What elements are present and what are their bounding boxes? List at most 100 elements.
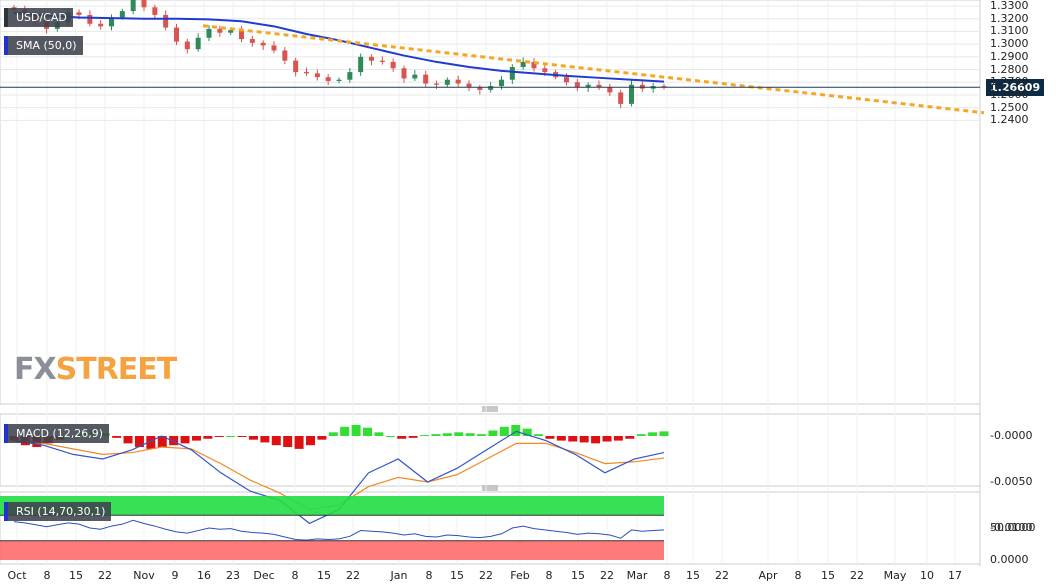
candle-body [109,17,114,27]
rsi-indicator-label[interactable]: RSI (14,70,30,1) [4,502,112,521]
candle-body [174,27,179,42]
x-tick-label: 9 [171,569,179,582]
macd-histogram-bar [602,436,612,442]
candle-body [76,12,82,15]
x-tick-label: 8 [291,569,299,582]
candle-body [499,79,504,87]
macd-histogram-bar [397,436,407,439]
price-y-tick: 1.2700 [990,75,1029,89]
candle-body [423,74,429,84]
pane-0 [0,0,981,405]
x-tick-label: Jan [390,569,408,582]
macd-histogram-bar [134,436,144,448]
x-tick-label: 22 [98,569,112,582]
macd-histogram-bar [374,432,384,436]
macd-y-tick: -0.0100 [990,521,1033,534]
macd-histogram-bar [431,434,441,436]
price-y-tick: 1.2800 [990,62,1029,76]
x-tick-label: 8 [663,569,671,582]
macd-histogram-bar [442,433,452,436]
candle-body [325,77,331,81]
x-tick-label: 22 [346,569,360,582]
x-tick-label: 8 [794,569,802,582]
x-tick-label: 15 [571,569,585,582]
macd-histogram-bar [385,436,395,437]
price-y-tick: 1.2600 [990,87,1029,101]
rsi-oversold-zone [0,540,664,560]
macd-indicator-label[interactable]: MACD (12,26,9) [4,424,110,443]
candle-body [195,37,201,50]
candle-body [596,84,602,88]
macd-histogram-bar [283,436,293,448]
candle-body [564,77,569,83]
macd-histogram-bar [477,434,487,436]
candle-body [358,56,364,73]
x-tick-label: Nov [133,569,155,582]
macd-histogram-bar [305,436,315,446]
symbol-label[interactable]: USD/CAD [4,8,73,27]
candle-body [141,0,147,8]
x-tick-label: 22 [479,569,493,582]
price-y-tick: 1.2400 [990,113,1029,127]
macd-histogram-bar [499,426,509,436]
candle-body [585,84,591,88]
candle-body [260,42,266,46]
candle-body [152,7,158,15]
price-y-tick: 1.3200 [990,11,1029,25]
price-y-tick: 1.2900 [990,49,1029,63]
macd-histogram-bar [363,427,373,436]
macd-histogram-bar [248,436,258,440]
macd-histogram-bar [534,434,544,436]
macd-histogram-bar [408,436,418,438]
macd-histogram-bar [636,434,646,436]
candle-body [520,61,526,68]
macd-histogram-bar [191,436,201,441]
x-tick-label: May [883,569,907,582]
macd-histogram-bar [351,424,361,436]
macd-histogram-bar [226,436,236,437]
macd-histogram-bar [511,424,521,436]
x-tick-label: 17 [948,569,962,582]
rsi-y-tick: 50.0000 [990,521,1036,534]
macd-y-tick: -0.0000 [990,429,1033,442]
x-tick-label: 15 [317,569,331,582]
candle-body [661,86,667,88]
macd-histogram-bar [465,433,475,436]
macd-histogram-bar [579,436,589,443]
candle-body [239,30,244,40]
candle-body [607,87,613,93]
x-tick-label: 15 [686,569,700,582]
logo-fx: FX [14,352,57,387]
macd-histogram-bar [568,436,578,442]
macd-histogram-bar [328,432,338,436]
macd-histogram-bar [157,436,167,448]
x-tick-label: 15 [821,569,835,582]
candle-body [434,83,439,85]
macd-histogram-bar [659,431,669,436]
candle-body [293,60,299,73]
price-y-tick: 1.3300 [990,0,1029,12]
fxstreet-logo: FXSTREET [14,352,178,387]
x-tick-label: Dec [253,569,275,582]
rsi-y-tick: 0.0000 [990,553,1029,566]
macd-histogram-bar [271,436,281,446]
x-tick-label: 15 [69,569,83,582]
candle-body [249,39,255,43]
candle-body [574,82,580,88]
logo-street: STREET [55,352,178,387]
candle-body [369,56,374,61]
sma-indicator-label[interactable]: SMA (50,0) [4,36,83,55]
candle-body [466,83,472,88]
rsi-overbought-zone [0,496,664,516]
candle-body [130,0,136,12]
x-tick-label: 10 [920,569,934,582]
candle-body [477,87,483,90]
macd-histogram-bar [169,436,179,446]
candle-body [119,11,125,18]
macd-histogram-bar [294,436,304,449]
x-tick-label: 22 [850,569,864,582]
candle-body [444,79,450,85]
x-tick-label: 8 [425,569,433,582]
x-tick-label: Mar [626,569,648,582]
